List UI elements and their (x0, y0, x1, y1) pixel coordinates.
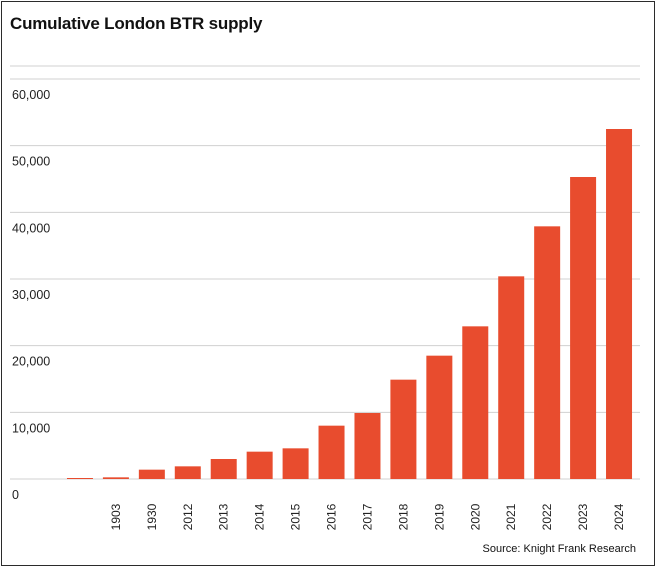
y-tick-label: 20,000 (12, 355, 50, 369)
bar (570, 177, 597, 479)
x-tick-label: 2014 (253, 503, 267, 530)
bar (102, 477, 129, 479)
bar (318, 425, 345, 479)
x-tick-label: 2015 (289, 503, 303, 530)
x-axis-ticks: 1903 1930 2012 2013 2014 2015 2016 2017 2018 2019… (109, 503, 626, 530)
x-tick-label: 2019 (432, 503, 446, 530)
bar (534, 226, 561, 479)
y-tick-label: 30,000 (12, 288, 50, 302)
bar (498, 276, 525, 479)
x-tick-label: 2020 (468, 503, 482, 530)
bar (246, 451, 273, 479)
y-axis-ticks: 0 10,000 20,000 30,000 40,000 50,000 60,000 (12, 88, 50, 502)
x-tick-label: 1930 (145, 503, 159, 530)
y-tick-label: 0 (12, 488, 19, 502)
bar (606, 129, 633, 479)
x-tick-label: 2012 (181, 503, 195, 530)
x-tick-label: 2024 (612, 503, 626, 530)
chart-title: Cumulative London BTR supply (10, 14, 263, 33)
bars (66, 129, 633, 479)
bar (426, 355, 453, 479)
bar (66, 478, 93, 479)
bar (138, 469, 165, 479)
x-tick-label: 2018 (396, 503, 410, 530)
bar (282, 448, 309, 479)
x-tick-label: 2021 (504, 503, 518, 530)
bar (174, 466, 201, 479)
bar (210, 459, 237, 479)
x-tick-label: 2017 (360, 503, 374, 530)
x-tick-label: 2023 (576, 503, 590, 530)
y-tick-label: 10,000 (12, 421, 50, 435)
bar (354, 413, 381, 479)
x-tick-label: 1903 (109, 503, 123, 530)
bar (390, 379, 417, 479)
x-tick-label: 2022 (540, 503, 554, 530)
y-tick-label: 50,000 (12, 155, 50, 169)
bar (462, 326, 489, 479)
x-tick-label: 2013 (217, 503, 231, 530)
source-note: Source: Knight Frank Research (482, 543, 636, 555)
x-tick-label: 2016 (325, 503, 339, 530)
y-tick-label: 60,000 (12, 88, 50, 102)
y-tick-label: 40,000 (12, 221, 50, 235)
